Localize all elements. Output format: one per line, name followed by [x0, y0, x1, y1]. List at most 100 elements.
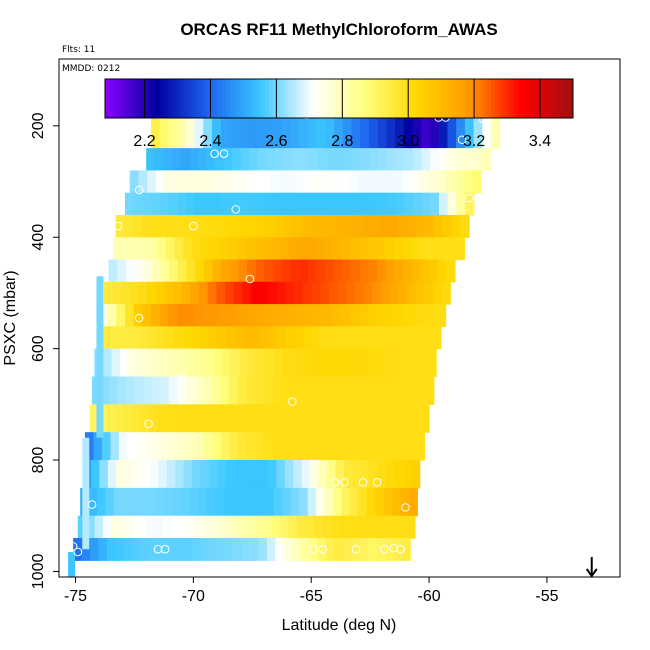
- heat-cell: [248, 348, 258, 378]
- heat-cell: [403, 259, 413, 283]
- heat-cell: [215, 148, 225, 171]
- heat-cell: [342, 259, 352, 283]
- heat-cell: [257, 487, 267, 517]
- heat-cell: [394, 259, 404, 283]
- heat-cell: [436, 304, 447, 327]
- heat-cell: [124, 214, 134, 238]
- heat-cell: [132, 538, 142, 561]
- heat-cell: [265, 348, 275, 378]
- heat-cell: [259, 460, 269, 489]
- heat-cell: [372, 326, 382, 350]
- heat-cell: [354, 214, 364, 238]
- heat-cell: [135, 432, 145, 461]
- colorbar-cell: [327, 79, 332, 118]
- heat-cell: [216, 281, 226, 305]
- heat-cell: [358, 487, 368, 517]
- heat-cell: [299, 487, 309, 517]
- heat-cell: [307, 259, 317, 283]
- heat-cell: [151, 376, 161, 405]
- heat-cell: [438, 148, 448, 171]
- heat-cell: [395, 404, 405, 433]
- heat-cell: [241, 538, 251, 561]
- colorbar-cell: [175, 79, 180, 118]
- heat-cell: [186, 214, 196, 238]
- heat-cell: [301, 148, 311, 171]
- sample-point: [339, 478, 349, 487]
- heat-cell: [378, 404, 388, 433]
- colorbar-cell: [518, 79, 523, 118]
- heat-cell: [290, 487, 300, 517]
- heat-cell: [376, 348, 386, 378]
- colorbar-cell: [222, 79, 227, 118]
- heat-cell: [446, 259, 456, 283]
- heat-cell: [377, 192, 388, 216]
- heat-cell: [433, 214, 444, 238]
- heat-cell: [429, 237, 439, 261]
- heat-cell: [187, 515, 197, 539]
- heat-cell: [263, 432, 273, 461]
- colorbar-cell: [245, 79, 250, 118]
- heat-cell: [412, 404, 422, 433]
- heat-cell: [125, 192, 135, 216]
- heat-cell: [183, 460, 193, 489]
- heat-cell: [228, 376, 238, 405]
- heat-cell: [190, 281, 200, 305]
- heat-cell: [216, 538, 226, 561]
- heat-cell: [225, 281, 235, 305]
- heat-cell: [103, 515, 113, 539]
- heat-cell: [290, 192, 301, 216]
- colorbar-cell: [463, 79, 469, 118]
- column-segment: [96, 276, 104, 438]
- heat-cell: [326, 148, 337, 171]
- heat-cell: [182, 326, 192, 350]
- heat-cell: [309, 538, 319, 561]
- heat-cell: [368, 259, 378, 283]
- heat-cell: [339, 432, 349, 461]
- heat-cell: [236, 237, 246, 261]
- heat-cell: [207, 538, 217, 561]
- heat-cell: [251, 326, 261, 350]
- heat-cell: [237, 304, 247, 327]
- colorbar-cell: [545, 79, 551, 118]
- heat-cell: [424, 214, 435, 238]
- heat-cell: [368, 538, 378, 561]
- heat-cell: [146, 148, 156, 171]
- heat-cell: [429, 259, 439, 283]
- sample-point: [318, 544, 328, 554]
- heat-cell: [246, 432, 256, 461]
- heat-cell: [171, 348, 181, 378]
- heat-cell: [341, 487, 351, 517]
- heat-cell: [301, 460, 311, 489]
- y-tick-label: 800: [30, 447, 47, 474]
- heat-cell: [390, 432, 400, 461]
- column-segment: [82, 437, 90, 550]
- heat-cell: [106, 538, 116, 561]
- sample-point: [464, 193, 474, 203]
- heat-cell: [285, 281, 295, 305]
- heat-cell: [149, 460, 160, 489]
- heat-cell: [285, 326, 296, 350]
- heat-cell: [481, 148, 491, 171]
- heat-cell: [441, 281, 451, 305]
- heat-cell: [86, 515, 96, 539]
- heat-cell: [113, 326, 124, 350]
- heat-cell: [261, 170, 271, 194]
- heat-cell: [447, 114, 457, 149]
- heat-cell: [294, 281, 304, 305]
- heat-cell: [419, 170, 429, 194]
- heat-cell: [168, 114, 178, 149]
- heat-cell: [456, 114, 466, 149]
- heat-cell: [377, 114, 388, 149]
- heat-cell: [111, 348, 121, 378]
- heat-cell: [212, 515, 222, 539]
- heat-cell: [177, 192, 187, 216]
- heat-cell: [381, 432, 392, 461]
- heat-cell: [347, 515, 357, 539]
- heat-cell: [88, 487, 98, 517]
- heat-cell: [172, 487, 182, 517]
- heat-cell: [415, 326, 425, 350]
- heat-cell: [134, 259, 144, 283]
- heat-cell: [168, 214, 179, 238]
- heat-cell: [294, 326, 304, 350]
- heat-cell: [209, 237, 220, 261]
